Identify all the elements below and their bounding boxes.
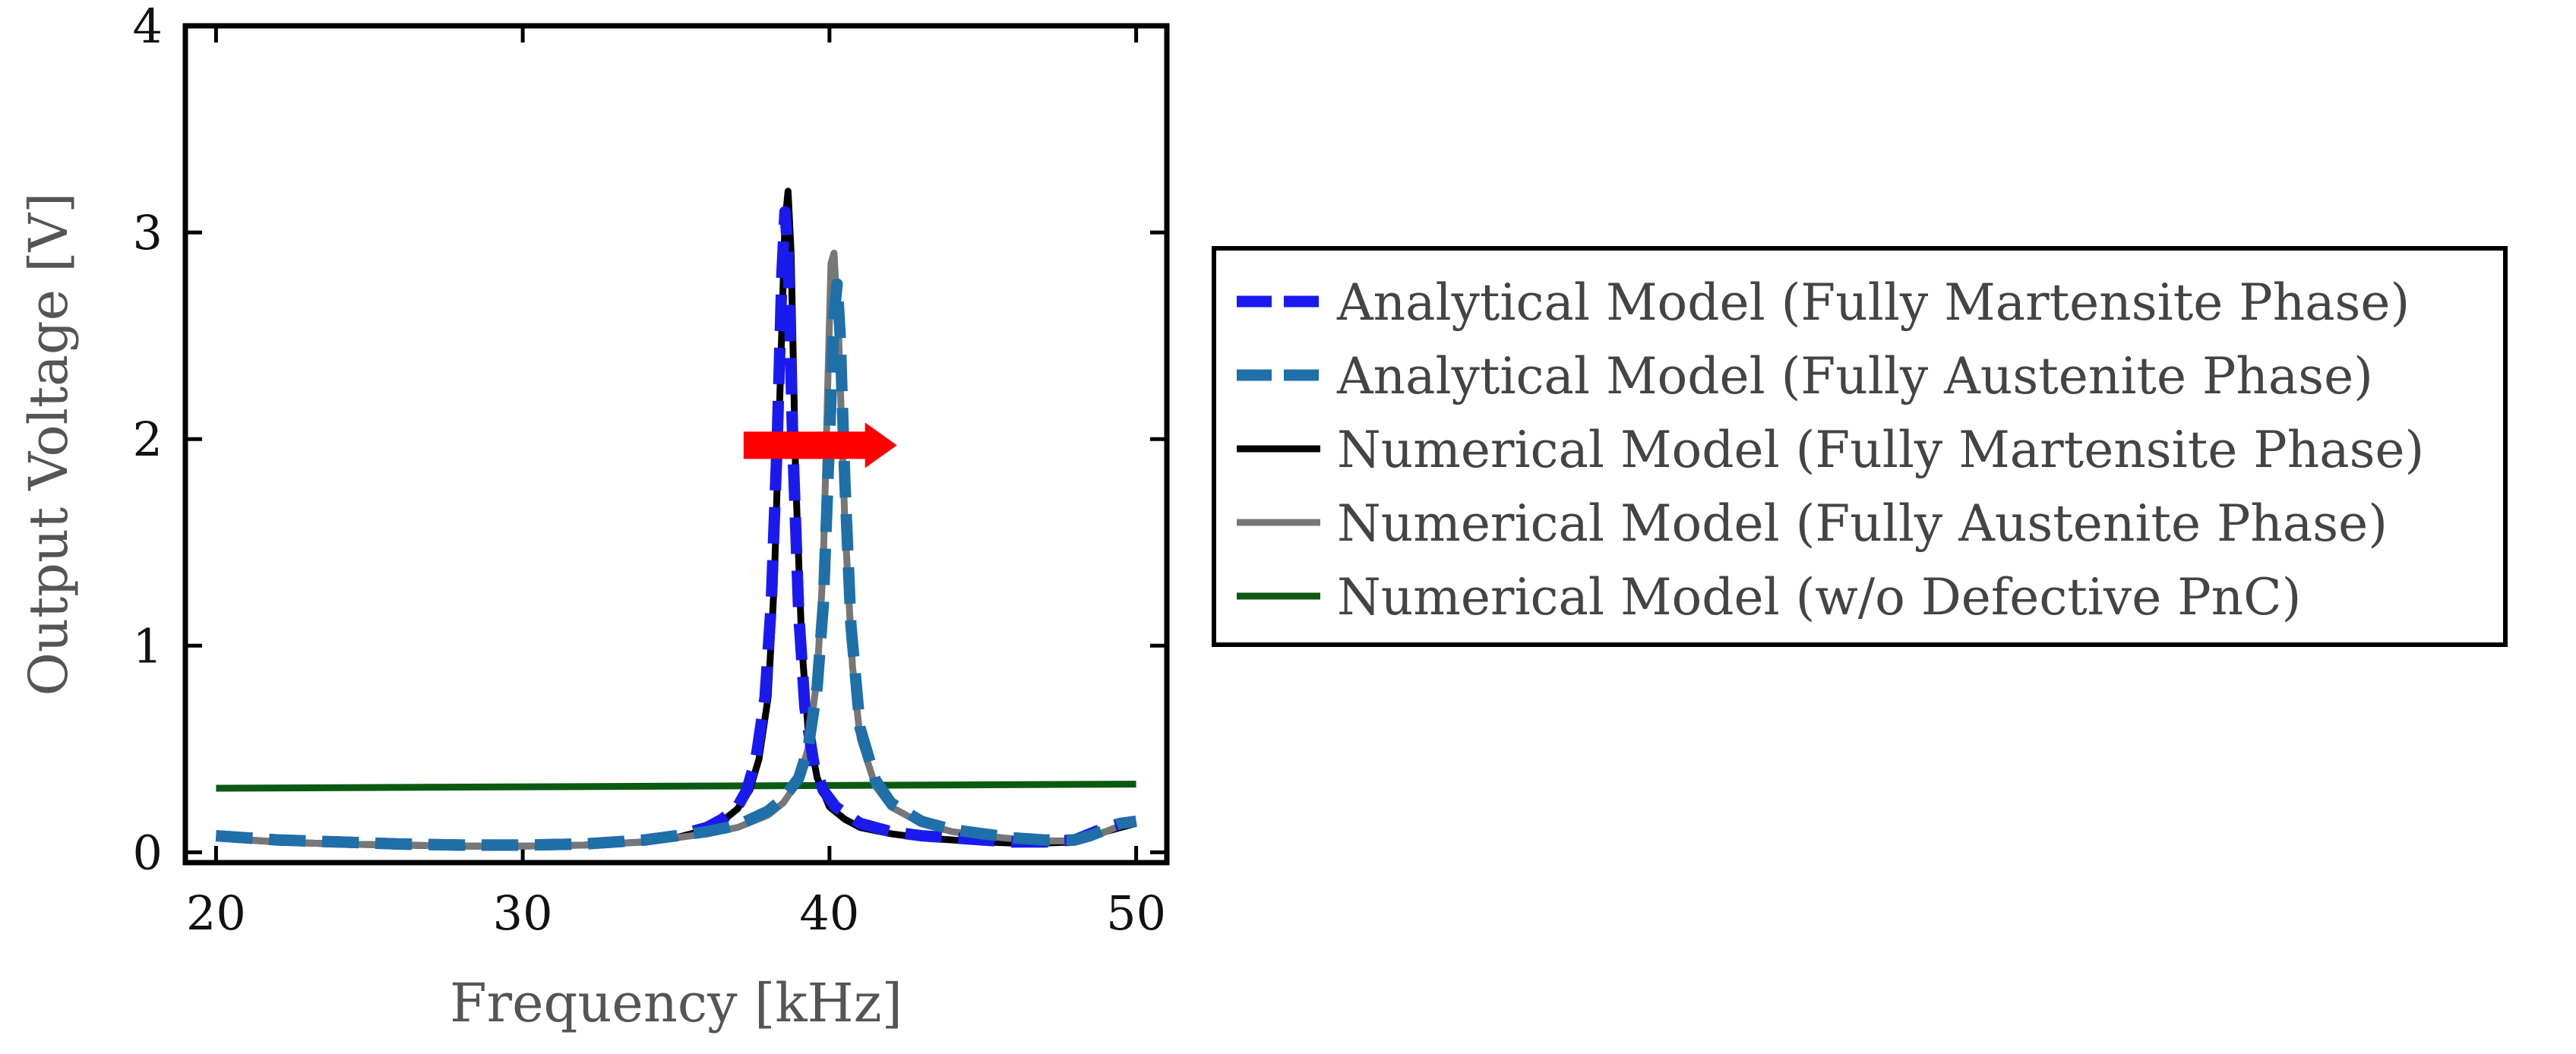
x-tick-label: 50 bbox=[1106, 885, 1166, 941]
legend-label: Numerical Model (w/o Defective PnC) bbox=[1337, 568, 2301, 626]
y-tick-label: 1 bbox=[133, 618, 163, 674]
series-line-numerical-model-w-o-defective-pnc bbox=[216, 781, 1136, 792]
y-tick-label: 4 bbox=[133, 0, 163, 54]
x-axis-label: Frequency [kHz] bbox=[450, 972, 902, 1034]
series-line-numerical-model-fully-martensite-phase bbox=[216, 188, 1137, 850]
y-tick-label: 0 bbox=[133, 825, 163, 880]
y-tick-label: 3 bbox=[133, 205, 163, 260]
legend-box bbox=[1212, 246, 2508, 647]
plot-frame bbox=[182, 23, 1170, 866]
legend-label: Numerical Model (Fully Austenite Phase) bbox=[1337, 494, 2388, 553]
x-tick-label: 30 bbox=[493, 885, 553, 941]
x-tick-label: 40 bbox=[799, 885, 859, 941]
series-line-analytical-model-fully-martensite-phase bbox=[215, 206, 1137, 851]
legend-label: Numerical Model (Fully Martensite Phase) bbox=[1337, 421, 2424, 479]
x-tick-label: 20 bbox=[186, 885, 246, 941]
shift-arrow bbox=[743, 422, 897, 469]
annotation-layer bbox=[743, 422, 897, 469]
legend: Analytical Model (Fully Martensite Phase… bbox=[1237, 273, 2424, 626]
legend-label: Analytical Model (Fully Martensite Phase… bbox=[1336, 273, 2410, 332]
y-axis-ticks: 0 1 2 3 4 bbox=[133, 0, 1167, 880]
series-line-numerical-model-fully-austenite-phase bbox=[216, 249, 1137, 850]
y-axis-label: Output Voltage [V] bbox=[17, 192, 80, 696]
x-axis-ticks: 20 30 40 50 bbox=[186, 26, 1166, 941]
legend-label: Analytical Model (Fully Austenite Phase) bbox=[1336, 347, 2373, 406]
series-line-analytical-model-fully-austenite-phase bbox=[215, 278, 1137, 851]
y-tick-label: 2 bbox=[133, 412, 163, 467]
series-layer bbox=[215, 188, 1137, 851]
